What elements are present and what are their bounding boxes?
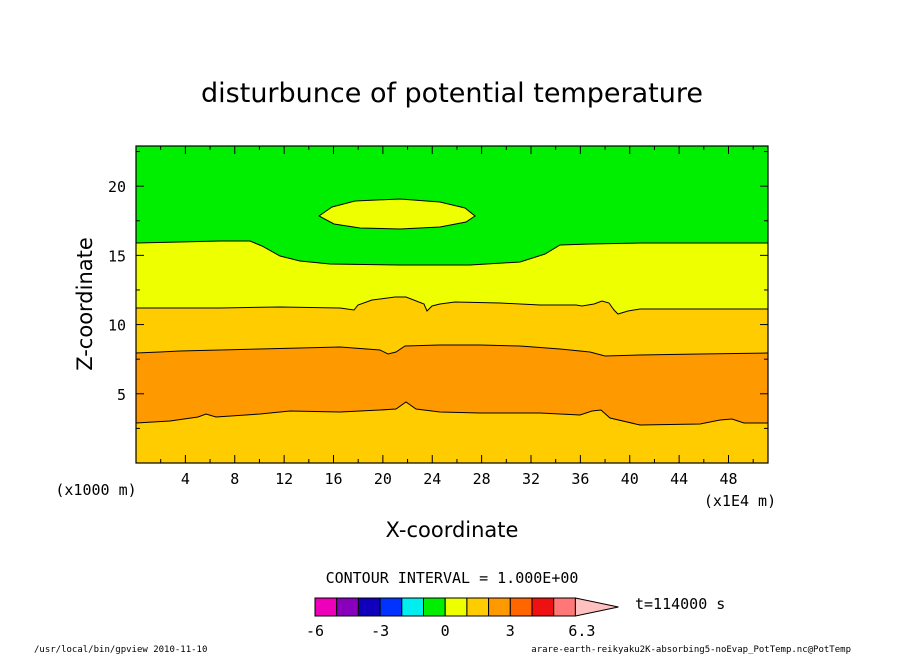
x-tick-label: 48 [719,470,737,488]
colorbar-tick-label: 3 [506,622,515,640]
band-closed-2-3 [318,198,476,230]
y-tick-label: 10 [108,317,126,335]
footer-right: arare-earth-reikyaku2K-absorbing5-noEvap… [531,645,851,654]
colorbar-swatch [553,597,576,617]
band-4-5 [136,345,768,425]
y-axis: 5 10 15 20 [108,151,768,429]
contour-lines [135,240,769,426]
colorbar-swatch [531,597,555,617]
contour-line-3-upper [136,296,768,315]
y-tick-label: 15 [108,247,126,265]
band-2-3 [136,241,768,314]
colorbar-swatch [314,597,338,617]
colorbar-tick-label: 0 [441,622,450,640]
colorbar-swatch [401,597,424,617]
colorbar-tick-label: -6 [306,622,324,640]
y-axis-label: Z-coordinate [73,237,97,371]
x-tick-label: 8 [230,470,239,488]
colorbar-swatch [423,597,446,617]
x-unit-right: (x1E4 m) [704,492,776,510]
colorbar-swatch [509,597,533,617]
contour-line-2 [135,240,768,266]
chart-title: disturbunce of potential temperature [201,78,703,109]
plot-area [135,145,769,464]
x-tick-label: 4 [181,470,190,488]
colorbar-swatch [357,597,381,617]
colorbar-swatch [444,597,468,617]
contour-interval-text: CONTOUR INTERVAL = 1.000E+00 [326,569,579,587]
colorbar-tick-label: 6.3 [568,622,595,640]
x-tick-label: 44 [670,470,688,488]
x-unit-left: (x1000 m) [55,481,136,499]
x-tick-label: 32 [522,470,540,488]
footer-left: /usr/local/bin/gpview 2010-11-10 [34,645,207,654]
x-tick-label: 24 [423,470,441,488]
colorbar: -6 -3 0 3 6.3 [306,597,619,640]
x-tick-label: 36 [571,470,589,488]
y-tick-label: 20 [108,178,126,196]
colorbar-swatch [336,597,359,617]
x-tick-label: 40 [621,470,639,488]
colorbar-swatch [488,597,511,617]
y-tick-label: 5 [117,386,126,404]
x-tick-label: 28 [473,470,491,488]
colorbar-tick-label: -3 [371,622,389,640]
x-axis: 4 8 12 16 20 24 28 32 36 40 44 48 [160,146,754,488]
contour-line-3 [135,401,768,426]
x-tick-label: 12 [275,470,293,488]
x-tick-label: 20 [374,470,392,488]
contour-line-4 [135,344,769,357]
colorbar-swatch [466,597,490,617]
time-text: t=114000 s [635,595,725,613]
colorbar-swatch [379,597,403,617]
plot-frame [135,145,769,464]
x-tick-label: 16 [324,470,342,488]
colorbar-arrow [574,597,619,617]
x-axis-label: X-coordinate [386,518,519,542]
